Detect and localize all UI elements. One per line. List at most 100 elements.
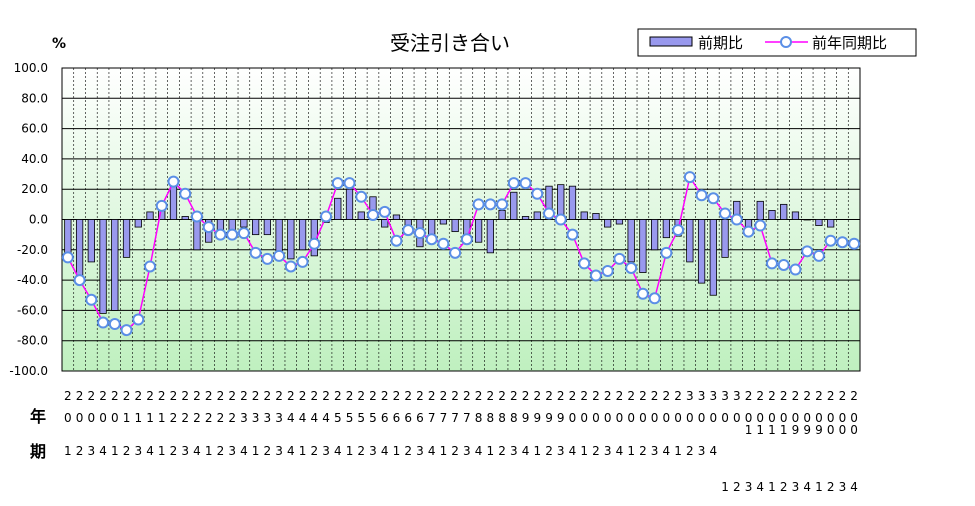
- x-tick-label: 3: [88, 444, 96, 458]
- x-tick-label: 1: [780, 423, 788, 437]
- x-tick-label: 4: [334, 444, 342, 458]
- x-tick-label: 8: [510, 411, 518, 425]
- x-tick-label: 2: [146, 389, 154, 403]
- x-tick-label: 2: [674, 389, 682, 403]
- x-tick-label: 3: [698, 444, 706, 458]
- line-point: [284, 260, 297, 273]
- line-point: [695, 189, 708, 202]
- x-tick-label: 1: [533, 444, 541, 458]
- x-tick-label: 2: [357, 444, 365, 458]
- bar: [486, 219, 494, 254]
- x-tick-label: 3: [275, 444, 283, 458]
- x-tick-label: 3: [369, 444, 377, 458]
- line-series: [61, 171, 861, 337]
- x-tick-label: 1: [64, 444, 72, 458]
- x-tick-label: 2: [569, 389, 577, 403]
- x-tick-label: 2: [616, 389, 624, 403]
- x-tick-label: 2: [252, 389, 260, 403]
- x-tick-label: 0: [592, 411, 600, 425]
- line-point: [625, 261, 638, 274]
- bar: [240, 219, 248, 228]
- x-tick-label: 4: [381, 444, 389, 458]
- x-tick-label: 2: [346, 389, 354, 403]
- x-tick-label: 0: [768, 411, 776, 425]
- x-tick-label: 2: [545, 444, 553, 458]
- bar: [64, 219, 72, 254]
- bar: [275, 219, 283, 254]
- x-tick-label: 2: [522, 389, 530, 403]
- x-tick-label: 3: [463, 444, 471, 458]
- line-point: [683, 171, 696, 184]
- x-tick-label: 2: [76, 444, 84, 458]
- line-point: [578, 257, 591, 270]
- line-point: [343, 177, 356, 190]
- line-point: [425, 233, 438, 246]
- line-point: [554, 213, 567, 226]
- y-tick-label: -20.0: [17, 243, 48, 257]
- x-tick-label: 2: [264, 444, 272, 458]
- x-tick-label: 2: [181, 411, 189, 425]
- line-point: [589, 269, 602, 282]
- x-tick-label: 0: [64, 411, 72, 425]
- x-tick-label: 2: [803, 389, 811, 403]
- bar: [75, 219, 84, 284]
- line-point: [261, 252, 274, 265]
- x-tick-label: 2: [533, 389, 541, 403]
- x-tick-label: 2: [228, 389, 236, 403]
- line-point: [402, 224, 415, 237]
- x-tick-label: 2: [815, 389, 823, 403]
- x-tick-label: 2: [487, 389, 495, 403]
- bar: [639, 219, 647, 273]
- line-point: [707, 192, 720, 205]
- line-point: [672, 224, 685, 237]
- line-point: [355, 190, 368, 203]
- x-tick-label: 2: [498, 444, 506, 458]
- x-tick-label: 1: [487, 444, 495, 458]
- x-tick-label: 2: [756, 389, 764, 403]
- x-tick-label: 3: [510, 444, 518, 458]
- bar: [99, 219, 107, 314]
- x-tick-label: 3: [264, 411, 272, 425]
- x-tick-label: 4: [522, 444, 530, 458]
- line-point: [812, 249, 825, 262]
- x-tick-label: 2: [217, 444, 225, 458]
- line-point: [765, 257, 778, 270]
- x-tick-label: 2: [639, 389, 647, 403]
- bar: [780, 203, 788, 220]
- x-tick-label: 3: [604, 444, 612, 458]
- bar: [533, 211, 541, 220]
- bar: [474, 219, 483, 243]
- x-tick-label: 0: [698, 411, 706, 425]
- x-tick-label: 2: [205, 411, 213, 425]
- x-tick-label: 4: [475, 444, 483, 458]
- x-tick-label: 4: [616, 444, 624, 458]
- x-tick-label: 1: [815, 480, 823, 494]
- x-tick-label: 2: [592, 389, 600, 403]
- y-tick-label: -40.0: [17, 273, 48, 287]
- x-tick-label: 2: [310, 389, 318, 403]
- x-tick-label: 3: [686, 389, 694, 403]
- x-tick-label: 3: [709, 389, 717, 403]
- x-tick-label: 2: [428, 389, 436, 403]
- y-tick-label: -100.0: [9, 364, 48, 378]
- bar: [334, 197, 342, 220]
- line-point: [61, 251, 74, 264]
- x-tick-label: 2: [639, 444, 647, 458]
- x-tick-label: 2: [64, 389, 72, 403]
- x-tick-label: 2: [123, 444, 131, 458]
- x-tick-label: 1: [768, 480, 776, 494]
- bar: [709, 219, 717, 296]
- x-tick-label: 9: [545, 411, 553, 425]
- x-tick-label: 3: [134, 444, 142, 458]
- x-tick-label: 9: [803, 423, 811, 437]
- line-point: [801, 245, 814, 258]
- x-tick-label: 2: [827, 480, 835, 494]
- x-tick-label: 3: [733, 389, 741, 403]
- x-tick-label: 4: [663, 444, 671, 458]
- x-tick-label: 5: [346, 411, 354, 425]
- x-tick-label: 1: [252, 444, 260, 458]
- line-point: [249, 246, 262, 259]
- x-tick-label: 0: [76, 411, 84, 425]
